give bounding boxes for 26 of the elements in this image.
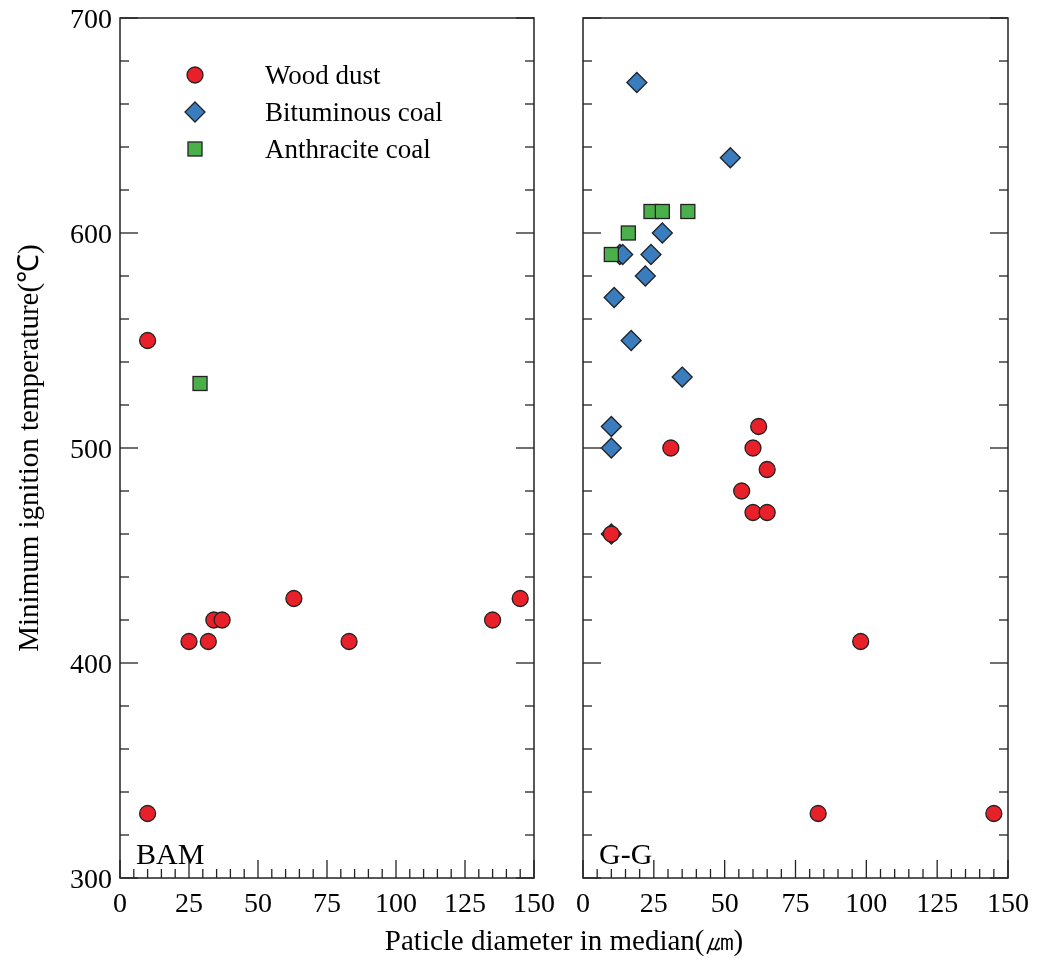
y-axis-title: Minimum ignition temperature(℃) — [12, 244, 45, 652]
annotation: G-G — [599, 837, 653, 870]
y-tick-label: 700 — [70, 3, 112, 34]
x-tick-label: 25 — [175, 887, 203, 918]
x-tick-label: 50 — [244, 887, 272, 918]
x-tick-label: 150 — [987, 887, 1029, 918]
x-axis-title: Paticle diameter in median(㎛) — [384, 924, 744, 957]
legend-label: Anthracite coal — [265, 134, 431, 164]
x-tick-label: 25 — [639, 887, 668, 918]
y-tick-label: 500 — [70, 433, 112, 464]
legend-label: Bituminous coal — [265, 97, 443, 127]
legend-label: Wood dust — [265, 60, 382, 90]
y-tick-label: 600 — [70, 218, 112, 249]
x-tick-label: 50 — [710, 887, 739, 918]
x-tick-label: 75 — [313, 887, 341, 918]
x-tick-label: 100 — [845, 887, 888, 918]
x-tick-label: 0 — [576, 887, 590, 918]
x-tick-label: 150 — [513, 887, 555, 918]
x-tick-label: 100 — [375, 887, 417, 918]
x-tick-label: 0 — [113, 887, 127, 918]
y-tick-label: 400 — [70, 648, 112, 679]
annotation: BAM — [136, 837, 205, 870]
x-tick-label: 125 — [916, 887, 959, 918]
y-tick-label: 300 — [70, 863, 112, 894]
x-tick-label: 75 — [781, 887, 810, 918]
x-tick-label: 125 — [444, 887, 486, 918]
